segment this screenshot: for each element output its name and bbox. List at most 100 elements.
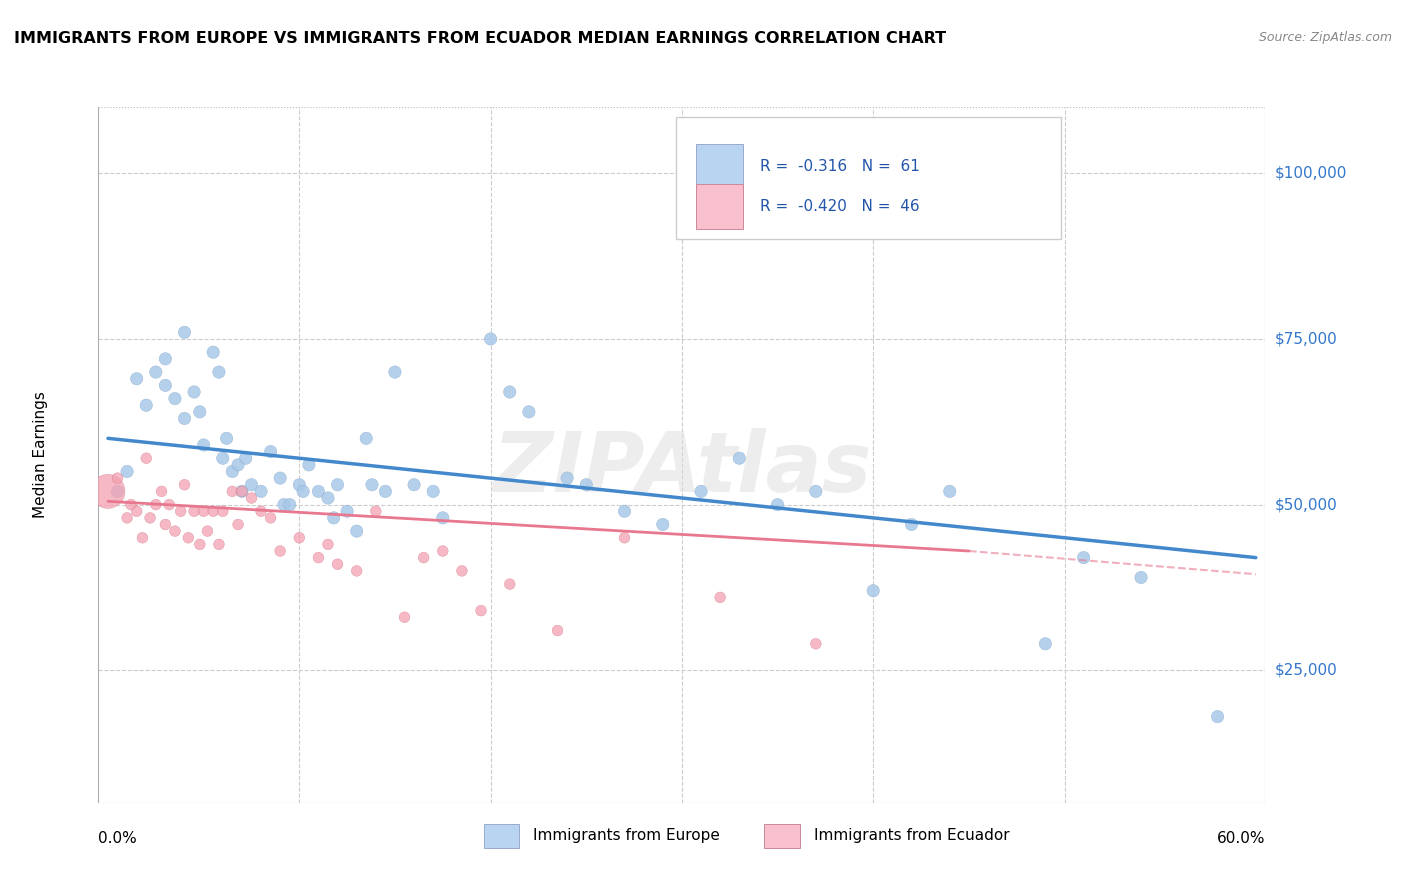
Bar	[484, 823, 519, 848]
Point	[226, 517, 249, 532]
Point	[499, 577, 522, 591]
Point	[451, 564, 474, 578]
Point	[155, 378, 177, 392]
Point	[231, 484, 253, 499]
Point	[555, 471, 578, 485]
Point	[193, 438, 215, 452]
Point	[269, 471, 291, 485]
Point	[709, 591, 731, 605]
Point	[298, 458, 321, 472]
Point	[288, 477, 311, 491]
Point	[240, 491, 263, 505]
Point	[470, 604, 492, 618]
Point	[250, 484, 273, 499]
Text: Immigrants from Ecuador: Immigrants from Ecuador	[814, 829, 1010, 843]
Text: ZIPAtlas: ZIPAtlas	[492, 428, 872, 509]
Point	[135, 451, 157, 466]
Point	[231, 484, 253, 499]
Point	[432, 511, 454, 525]
Point	[316, 491, 339, 505]
Text: 60.0%: 60.0%	[1218, 830, 1265, 846]
Point	[613, 504, 636, 518]
Point	[259, 511, 281, 525]
Point	[804, 484, 827, 499]
Point	[221, 465, 243, 479]
Point	[517, 405, 540, 419]
Point	[259, 444, 281, 458]
Point	[107, 484, 129, 499]
Point	[766, 498, 789, 512]
Point	[139, 511, 162, 525]
Point	[240, 477, 263, 491]
Point	[804, 637, 827, 651]
Text: $25,000: $25,000	[1275, 663, 1337, 678]
Point	[155, 517, 177, 532]
Point	[145, 498, 167, 512]
Point	[547, 624, 569, 638]
Point	[131, 531, 153, 545]
Point	[862, 583, 884, 598]
Point	[235, 451, 257, 466]
Point	[120, 498, 142, 512]
Point	[412, 550, 434, 565]
Text: Source: ZipAtlas.com: Source: ZipAtlas.com	[1258, 31, 1392, 45]
Point	[364, 504, 387, 518]
Point	[202, 345, 225, 359]
Point	[384, 365, 406, 379]
Point	[215, 431, 238, 445]
Point	[250, 504, 273, 518]
Text: 0.0%: 0.0%	[98, 830, 138, 846]
Point	[211, 504, 233, 518]
Point	[278, 498, 301, 512]
Point	[226, 458, 249, 472]
Point	[173, 477, 195, 491]
Point	[354, 431, 377, 445]
Point	[97, 484, 120, 499]
Point	[394, 610, 416, 624]
Point	[163, 392, 186, 406]
FancyBboxPatch shape	[676, 118, 1062, 239]
Point	[346, 564, 368, 578]
Point	[307, 550, 329, 565]
Point	[173, 326, 195, 340]
Point	[157, 498, 180, 512]
Point	[900, 517, 922, 532]
Point	[145, 365, 167, 379]
Point	[193, 504, 215, 518]
Text: Immigrants from Europe: Immigrants from Europe	[533, 829, 720, 843]
Point	[288, 531, 311, 545]
Bar	[696, 184, 742, 229]
Text: IMMIGRANTS FROM EUROPE VS IMMIGRANTS FROM ECUADOR MEDIAN EARNINGS CORRELATION CH: IMMIGRANTS FROM EUROPE VS IMMIGRANTS FRO…	[14, 31, 946, 46]
Point	[273, 498, 295, 512]
Point	[346, 524, 368, 538]
Point	[326, 477, 349, 491]
Point	[115, 465, 138, 479]
Point	[269, 544, 291, 558]
Point	[728, 451, 751, 466]
Point	[292, 484, 315, 499]
Point	[651, 517, 673, 532]
Point	[197, 524, 219, 538]
Point	[1130, 570, 1153, 584]
Text: $100,000: $100,000	[1275, 166, 1347, 181]
Point	[374, 484, 396, 499]
Point	[170, 504, 193, 518]
Point	[322, 511, 344, 525]
Point	[938, 484, 960, 499]
Point	[499, 384, 522, 399]
Point	[202, 504, 225, 518]
Point	[575, 477, 598, 491]
Point	[326, 558, 349, 572]
Point	[155, 351, 177, 366]
Point	[188, 405, 211, 419]
Point	[183, 384, 205, 399]
Point	[1206, 709, 1229, 723]
Point	[115, 511, 138, 525]
Point	[422, 484, 444, 499]
Point	[173, 411, 195, 425]
Point	[336, 504, 359, 518]
Point	[188, 537, 211, 551]
Text: R =  -0.420   N =  46: R = -0.420 N = 46	[761, 199, 920, 214]
Point	[613, 531, 636, 545]
Text: Median Earnings: Median Earnings	[32, 392, 48, 518]
